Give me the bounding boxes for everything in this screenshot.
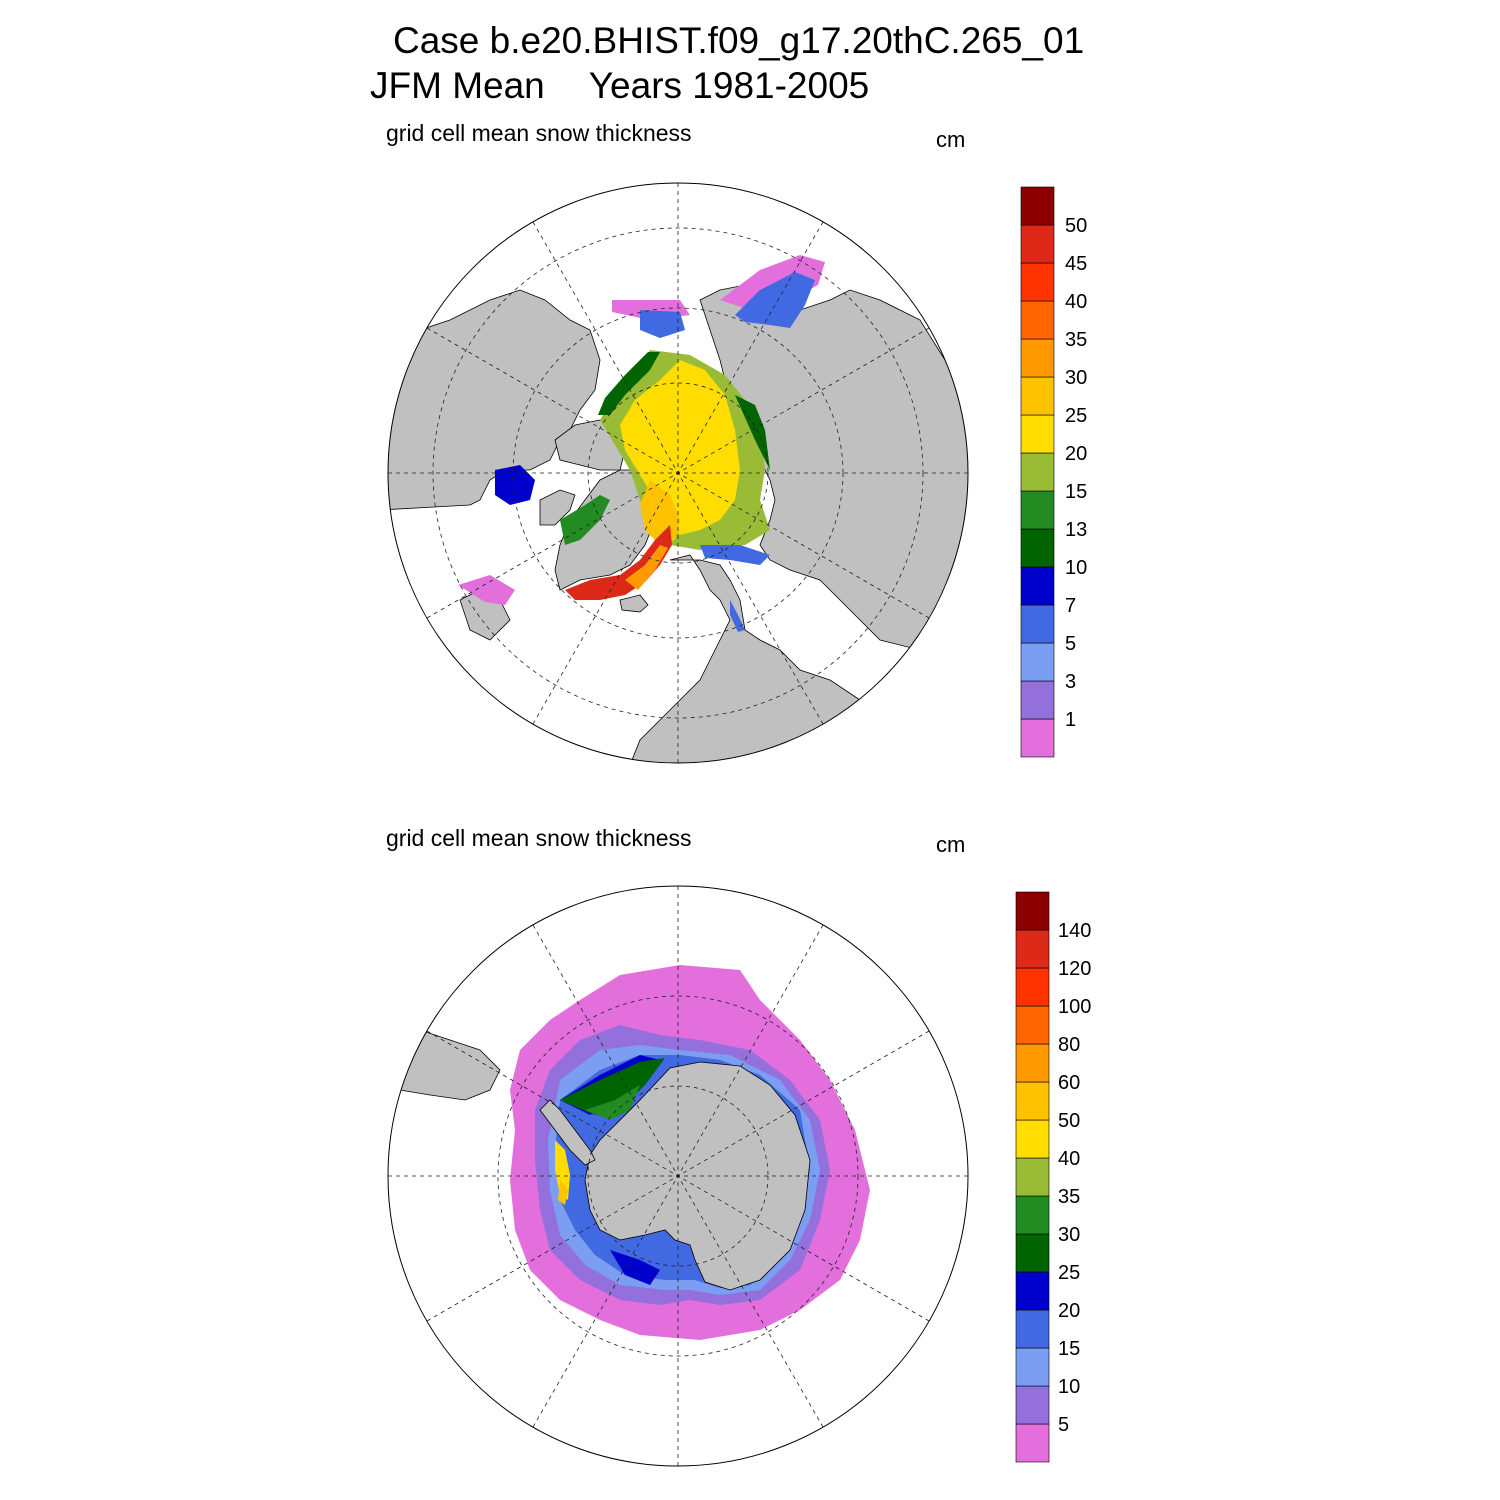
- colorbar-swatch: [1020, 452, 1055, 492]
- colorbar-tick-label: 45: [1065, 253, 1087, 275]
- colorbar-swatch: [1020, 376, 1055, 416]
- colorbar-tick-label: 30: [1058, 1224, 1080, 1246]
- colorbar-swatch: [1020, 642, 1055, 682]
- colorbar-tick-label: 5: [1058, 1414, 1069, 1436]
- colorbar-tick-label: 20: [1058, 1300, 1080, 1322]
- north-panel-units: cm: [936, 127, 966, 152]
- colorbar-swatch: [1015, 891, 1050, 931]
- colorbar-swatch: [1015, 1081, 1050, 1121]
- colorbar-swatch: [1020, 224, 1055, 264]
- colorbar-tick-label: 15: [1058, 1338, 1080, 1360]
- years-label: Years 1981-2005: [588, 65, 870, 106]
- colorbar-swatch: [1015, 1233, 1050, 1273]
- colorbar-swatch: [1020, 262, 1055, 302]
- colorbar-swatch: [1020, 490, 1055, 530]
- south-map-border: [387, 885, 969, 1467]
- north-panel-subtitle: grid cell mean snow thickness: [386, 120, 692, 146]
- north-map-border: [387, 182, 969, 764]
- south-colorbar: 5 10 15 20 25 30 35 40 50 60 80 100 120 140: [1015, 891, 1091, 1463]
- plot-title-period: JFM Mean Years 1981-2005: [370, 65, 869, 107]
- colorbar-tick-label: 100: [1058, 996, 1091, 1018]
- colorbar-swatch: [1020, 338, 1055, 378]
- colorbar-swatch: [1015, 1271, 1050, 1311]
- colorbar-tick-label: 40: [1058, 1148, 1080, 1170]
- colorbar-tick-label: 15: [1065, 481, 1087, 503]
- colorbar-tick-label: 30: [1065, 367, 1087, 389]
- colorbar-tick-label: 1: [1065, 709, 1076, 731]
- colorbar-swatch: [1015, 1157, 1050, 1197]
- colorbar-tick-label: 60: [1058, 1072, 1080, 1094]
- colorbar-swatch: [1020, 566, 1055, 606]
- colorbar-swatch: [1020, 186, 1055, 226]
- colorbar-tick-label: 80: [1058, 1034, 1080, 1056]
- north-snow-greenland-east-orange: [625, 545, 668, 590]
- colorbar-swatch: [1015, 1119, 1050, 1159]
- south-land-antarctica: [584, 1061, 811, 1291]
- colorbar-tick-label: 10: [1065, 557, 1087, 579]
- colorbar-tick-label: 7: [1065, 595, 1076, 617]
- north-polar-map: [387, 182, 969, 764]
- south-panel-units: cm: [936, 832, 966, 857]
- south-snow-peninsula-yellow: [555, 1140, 570, 1200]
- south-polar-map: [387, 885, 969, 1467]
- north-snow-bering-blue: [640, 272, 815, 338]
- south-snow-weddell-green: [560, 1058, 665, 1115]
- north-snow-baffin-green: [560, 495, 610, 545]
- colorbar-swatch: [1015, 1005, 1050, 1045]
- colorbar-tick-label: 5: [1065, 633, 1076, 655]
- colorbar-swatch: [1015, 1195, 1050, 1235]
- colorbar-swatch: [1015, 1043, 1050, 1083]
- colorbar-tick-label: 25: [1058, 1262, 1080, 1284]
- colorbar-tick-label: 25: [1065, 405, 1087, 427]
- north-land-europe: [629, 554, 861, 763]
- colorbar-tick-label: 50: [1065, 215, 1087, 237]
- colorbar-tick-label: 3: [1065, 671, 1076, 693]
- south-snow-peninsula-orange: [558, 1180, 568, 1205]
- colorbar-swatch: [1015, 1385, 1050, 1425]
- north-graticule: [388, 183, 968, 763]
- colorbar-swatch: [1020, 528, 1055, 568]
- colorbar-tick-label: 13: [1065, 519, 1087, 541]
- colorbar-swatch: [1015, 1423, 1050, 1463]
- colorbar-tick-label: 35: [1065, 329, 1087, 351]
- south-panel-subtitle: grid cell mean snow thickness: [386, 825, 692, 851]
- colorbar-tick-label: 20: [1065, 443, 1087, 465]
- colorbar-tick-label: 40: [1065, 291, 1087, 313]
- colorbar-tick-label: 35: [1058, 1186, 1080, 1208]
- colorbar-swatch: [1015, 967, 1050, 1007]
- colorbar-tick-label: 10: [1058, 1376, 1080, 1398]
- north-land-iceland: [619, 594, 649, 613]
- colorbar-swatch: [1020, 718, 1055, 758]
- plot-title-case: Case b.e20.BHIST.f09_g17.20thC.265_01: [393, 20, 1085, 61]
- colorbar-tick-label: 50: [1058, 1110, 1080, 1132]
- south-snow-weddell-darkblue: [560, 1055, 660, 1285]
- colorbar-tick-label: 140: [1058, 920, 1091, 942]
- colorbar-swatch: [1015, 1347, 1050, 1387]
- colorbar-swatch: [1015, 1309, 1050, 1349]
- north-land-siberia: [388, 289, 601, 511]
- south-snow-weddell-lightgreen: [585, 1085, 640, 1120]
- colorbar-tick-label: 120: [1058, 958, 1091, 980]
- colorbar-swatch: [1020, 680, 1055, 720]
- north-land-baffin: [539, 489, 576, 526]
- north-snow-hudson-blue: [495, 465, 535, 505]
- colorbar-swatch: [1015, 929, 1050, 969]
- season-label: JFM Mean: [370, 65, 545, 106]
- north-snow-barents-blue: [700, 545, 770, 632]
- south-graticule: [388, 886, 968, 1466]
- colorbar-swatch: [1020, 300, 1055, 340]
- colorbar-swatch: [1020, 414, 1055, 454]
- colorbar-swatch: [1020, 604, 1055, 644]
